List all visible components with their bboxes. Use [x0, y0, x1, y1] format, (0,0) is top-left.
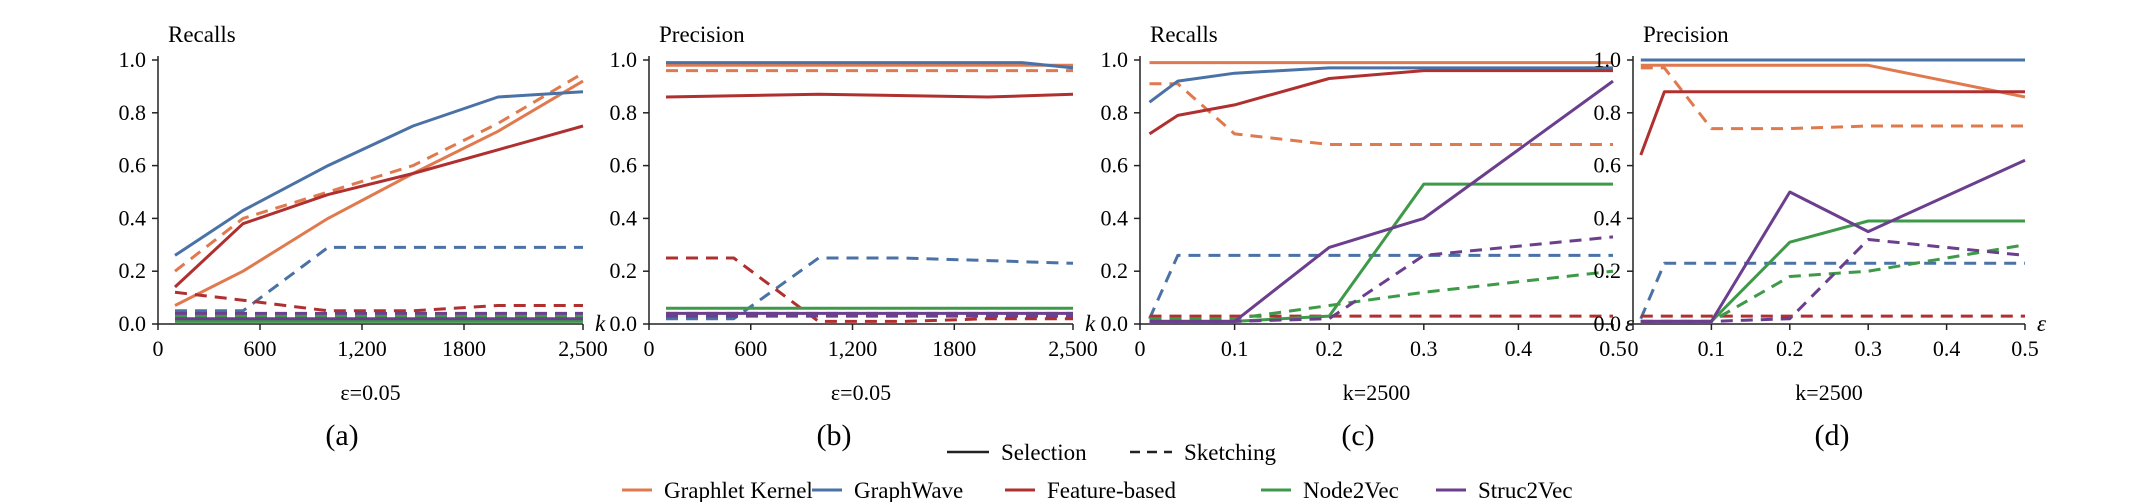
x-tick-label: 1800 [932, 336, 976, 361]
y-tick-label: 0.0 [119, 311, 147, 336]
panel-title: Precision [1643, 22, 1729, 47]
y-tick-label: 0.0 [610, 311, 638, 336]
x-tick-label: 0 [644, 336, 655, 361]
x-axis-label: ε [2037, 311, 2047, 336]
series-line-feature-based-dashed [174, 290, 583, 313]
x-tick-label: 1,200 [828, 336, 878, 361]
x-tick-label: 0 [153, 336, 164, 361]
legend-style-label: Sketching [1184, 440, 1276, 465]
series-line-node2vec-dashed [1149, 269, 1614, 321]
legend-method-label: Feature-based [1047, 478, 1176, 502]
x-tick-label: 2,500 [558, 336, 608, 361]
y-tick-label: 0.6 [610, 153, 638, 178]
panel-b: 0.0 0.2 0.4 0.6 0.8 1.0 0 600 1,200 1800 2,500 Prec… [610, 22, 1098, 452]
y-tick-label: 0.4 [1101, 205, 1129, 230]
panel-title: Recalls [168, 22, 236, 47]
panel-caption: k=2500 [1343, 380, 1410, 405]
series-line-graphwave-solid [666, 61, 1074, 70]
panel-caption: ε=0.05 [340, 380, 400, 405]
panel-caption: k=2500 [1795, 380, 1862, 405]
panel-title: Recalls [1150, 22, 1218, 47]
x-tick-label: 1800 [442, 336, 486, 361]
series-line-graphwave-solid [1148, 66, 1613, 104]
series-line-struc2vec-dashed [1640, 238, 2026, 323]
x-tick-label: 0.1 [1221, 336, 1249, 361]
y-tick-label: 0.0 [1101, 311, 1129, 336]
y-tick-label: 0.8 [1101, 100, 1129, 125]
x-tick-label: 0.3 [1410, 336, 1438, 361]
legend: Selection Sketching Graphlet Kernel GraphWa… [622, 440, 1573, 502]
y-tick-label: 0.6 [1594, 153, 1622, 178]
x-tick-label: 0.5 [2011, 336, 2039, 361]
y-tick-label: 1.0 [119, 47, 147, 72]
series-line-feature-based-solid [1639, 90, 2025, 156]
series-line-feature-based-dashed [666, 256, 1073, 323]
y-tick-label: 0.4 [610, 205, 638, 230]
series-line-graphlet-kernel-solid [174, 79, 584, 307]
series-line-graphwave-dashed [1639, 261, 2025, 320]
series-line-node2vec-solid [1149, 182, 1613, 323]
series-line-node2vec-solid [1640, 219, 2025, 323]
series-line-feature-based-solid [665, 92, 1074, 99]
y-tick-label: 0.8 [1594, 100, 1622, 125]
panel-a: 0.0 0.2 0.4 0.6 0.8 1.0 0 600 1,200 1800 2,500 Reca… [119, 22, 608, 452]
x-tick-label: 0.4 [1505, 336, 1533, 361]
panel-letter: (c) [1341, 419, 1374, 452]
series-line-struc2vec-dashed [1149, 235, 1614, 323]
panel-c: 0.0 0.2 0.4 0.6 0.8 1.0 0 0.1 0.2 0.3 0.4 0.5 Recall… [1101, 22, 1636, 452]
x-tick-label: 1,200 [337, 336, 387, 361]
series-line-feature-based-solid [173, 124, 584, 289]
x-tick-label: 0 [1135, 336, 1146, 361]
legend-method-label: Graphlet Kernel [664, 478, 813, 502]
y-tick-label: 0.6 [119, 153, 147, 178]
series-line-graphlet-kernel-solid [1640, 63, 2026, 99]
x-tick-label: 0.1 [1698, 336, 1726, 361]
panel-letter: (a) [325, 419, 358, 452]
panel-letter: (d) [1815, 419, 1850, 452]
x-tick-label: 600 [244, 336, 277, 361]
x-tick-label: 0.2 [1315, 336, 1343, 361]
x-axis-label: k [1085, 311, 1096, 336]
legend-method-label: GraphWave [854, 478, 963, 502]
series-line-graphlet-kernel-dashed [1149, 82, 1613, 146]
x-tick-label: 0 [1628, 336, 1639, 361]
panel-title: Precision [659, 22, 745, 47]
panel-caption: ε=0.05 [831, 380, 891, 405]
x-axis-label: k [595, 311, 606, 336]
x-tick-label: 0.3 [1854, 336, 1882, 361]
x-tick-label: 0.5 [1599, 336, 1627, 361]
series-line-node2vec-dashed [1640, 243, 2026, 323]
series-line-graphlet-kernel-dashed [1640, 66, 2025, 131]
x-tick-label: 0.4 [1933, 336, 1961, 361]
series-line-graphwave-solid [174, 90, 584, 257]
series-line-feature-based-solid [1148, 69, 1613, 136]
y-tick-label: 1.0 [1101, 47, 1129, 72]
series-line-struc2vec-solid [1640, 158, 2026, 323]
series-line-struc2vec-solid [1149, 79, 1614, 323]
panel-d: 0.0 0.2 0.4 0.6 0.8 1.0 0 0.1 0.2 0.3 0.4 0.5 Precis… [1594, 22, 2048, 452]
y-tick-label: 0.8 [610, 100, 638, 125]
legend-method-label: Struc2Vec [1478, 478, 1573, 502]
x-tick-label: 600 [734, 336, 767, 361]
y-tick-label: 0.2 [119, 258, 147, 283]
y-tick-label: 0.4 [119, 205, 147, 230]
legend-method-label: Node2Vec [1303, 478, 1399, 502]
series-line-graphwave-dashed [1148, 253, 1613, 320]
panel-letter: (b) [817, 419, 852, 452]
y-tick-label: 0.6 [1101, 153, 1129, 178]
y-tick-label: 0.4 [1594, 205, 1622, 230]
series-line-graphlet-kernel-dashed [174, 71, 584, 273]
y-tick-label: 1.0 [1594, 47, 1622, 72]
series-line-graphwave-dashed [175, 245, 583, 313]
y-tick-label: 0.2 [610, 258, 638, 283]
y-tick-label: 0.0 [1594, 311, 1622, 336]
y-tick-label: 0.2 [1101, 258, 1129, 283]
legend-style-label: Selection [1001, 440, 1087, 465]
y-tick-label: 0.2 [1594, 258, 1622, 283]
y-tick-label: 0.8 [119, 100, 147, 125]
x-tick-label: 0.2 [1776, 336, 1804, 361]
y-tick-label: 1.0 [610, 47, 638, 72]
x-tick-label: 2,500 [1048, 336, 1098, 361]
